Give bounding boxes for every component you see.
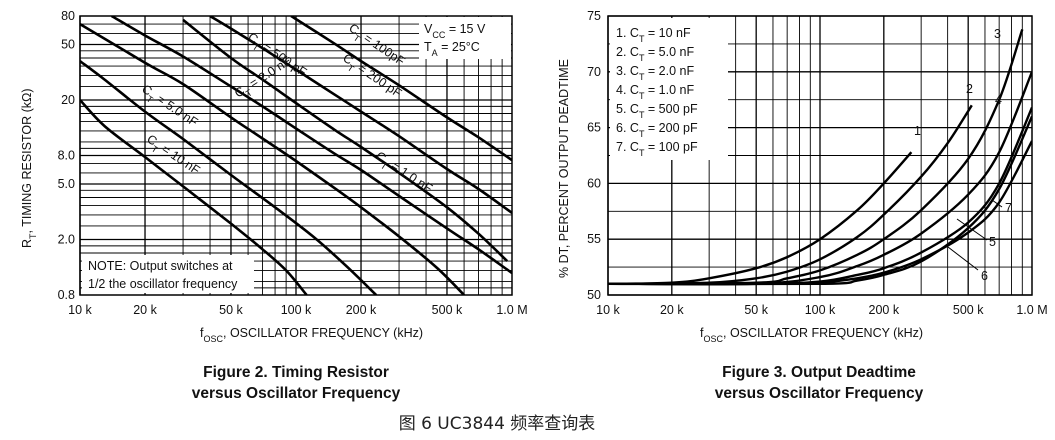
series-line-1 xyxy=(608,151,913,285)
timing-resistor-chart: 10 k 20 k 50 k 100 k 200 k 500 k 1.0 M 0.8 2.0 5.… xyxy=(20,9,528,402)
series-line-6 xyxy=(209,16,512,214)
curve-number-6: 6 xyxy=(981,269,988,283)
x-tick-label: 50 k xyxy=(219,303,243,317)
leader-line-5 xyxy=(956,218,988,241)
series-line-7 xyxy=(289,16,512,162)
x-tick-label: 10 k xyxy=(68,303,92,317)
curve-number-4: 4 xyxy=(995,93,1002,107)
y-tick-label: 65 xyxy=(587,121,601,135)
series-line-2 xyxy=(80,60,378,295)
series-line-7 xyxy=(608,115,1032,286)
legend-entry-1: 1. CT = 10 nF xyxy=(616,26,691,44)
curve-number-2: 2 xyxy=(966,82,973,96)
x-tick-label: 500 k xyxy=(432,303,463,317)
x-tick-label: 20 k xyxy=(133,303,157,317)
x-tick-label: 100 k xyxy=(805,303,836,317)
x-tick-label: 200 k xyxy=(346,303,377,317)
y-tick-label: 70 xyxy=(587,65,601,79)
legend-box xyxy=(610,18,728,160)
curve-number-3: 3 xyxy=(994,27,1001,41)
x-tick-label: 500 k xyxy=(953,303,984,317)
x-tick-label: 200 k xyxy=(869,303,900,317)
bottom-caption: 图 6 UC3844 频率查询表 xyxy=(399,414,596,434)
y-tick-label: 75 xyxy=(587,9,601,23)
leader-line-6 xyxy=(947,246,979,271)
legend-entry-4: 4. CT = 1.0 nF xyxy=(616,83,694,101)
note-line-2: 1/2 the oscillator frequency xyxy=(88,277,238,291)
x-tick-label: 20 k xyxy=(660,303,684,317)
y-axis-label: RT, TIMING RESISTOR (kΩ) xyxy=(20,88,38,248)
x-tick-label: 100 k xyxy=(281,303,312,317)
tick-labels: 10 k 20 k 50 k 100 k 200 k 500 k 1.0 M 0.8 2.0 5.… xyxy=(58,9,528,317)
figure-2-title: Figure 2. Timing Resistor xyxy=(203,364,389,381)
x-tick-label: 1.0 M xyxy=(1016,303,1047,317)
note-box xyxy=(82,255,254,293)
y-tick-label: 50 xyxy=(587,288,601,302)
x-axis-label: fOSC, OSCILLATOR FREQUENCY (kHz) xyxy=(700,326,923,344)
condition-vcc: VCC = 15 V xyxy=(424,22,486,40)
curve-number-7: 7 xyxy=(1005,201,1012,215)
condition-ta: TA = 25°C xyxy=(424,40,480,58)
legend-entry-2: 2. CT = 5.0 nF xyxy=(616,45,694,63)
curve-number-labels: 1 2 3 4 5 6 7 xyxy=(914,27,1012,283)
series-curves xyxy=(80,16,512,295)
series-line-4 xyxy=(182,18,509,263)
x-tick-label: 50 k xyxy=(744,303,768,317)
leader-line-7 xyxy=(991,199,1003,208)
conditions-box xyxy=(419,17,511,59)
legend-entry-5: 5. CT = 500 pF xyxy=(616,102,698,120)
series-line-3 xyxy=(80,22,466,295)
y-tick-label: 8.0 xyxy=(58,149,75,163)
figure-3-subtitle: versus Oscillator Frequency xyxy=(715,385,924,402)
x-tick-label: 10 k xyxy=(596,303,620,317)
x-tick-label: 1.0 M xyxy=(496,303,527,317)
y-tick-label: 80 xyxy=(61,9,75,23)
series-curves xyxy=(608,29,1032,286)
legend-entry-7: 7. CT = 100 pF xyxy=(616,140,698,158)
y-tick-label: 55 xyxy=(587,232,601,246)
y-tick-label: 2.0 xyxy=(58,232,75,246)
tick-labels: 10 k 20 k 50 k 100 k 200 k 500 k 1.0 M50556065… xyxy=(587,9,1048,317)
x-axis-label: fOSC, OSCILLATOR FREQUENCY (kHz) xyxy=(200,326,423,344)
series-line-1 xyxy=(80,99,308,295)
legend: 1. CT = 10 nF2. CT = 5.0 nF3. CT = 2.0 n… xyxy=(616,26,698,158)
note-line-1: NOTE: Output switches at xyxy=(88,259,233,273)
y-tick-label: 60 xyxy=(587,176,601,190)
figure-2-subtitle: versus Oscillator Frequency xyxy=(192,385,401,402)
y-tick-label: 0.8 xyxy=(58,288,75,302)
y-axis-label: % DT, PERCENT OUTPUT DEADTIME xyxy=(557,59,571,278)
legend-entry-3: 3. CT = 2.0 nF xyxy=(616,64,694,82)
figure-3-title: Figure 3. Output Deadtime xyxy=(722,364,916,381)
output-deadtime-chart: 10 k 20 k 50 k 100 k 200 k 500 k 1.0 M50556065… xyxy=(557,9,1048,402)
legend-entry-6: 6. CT = 200 pF xyxy=(616,121,698,139)
series-line-5 xyxy=(110,16,512,275)
y-tick-label: 20 xyxy=(61,93,75,107)
curve-number-5: 5 xyxy=(989,235,996,249)
y-tick-label: 5.0 xyxy=(58,177,75,191)
curve-number-1: 1 xyxy=(914,124,921,138)
y-tick-label: 50 xyxy=(61,37,75,51)
